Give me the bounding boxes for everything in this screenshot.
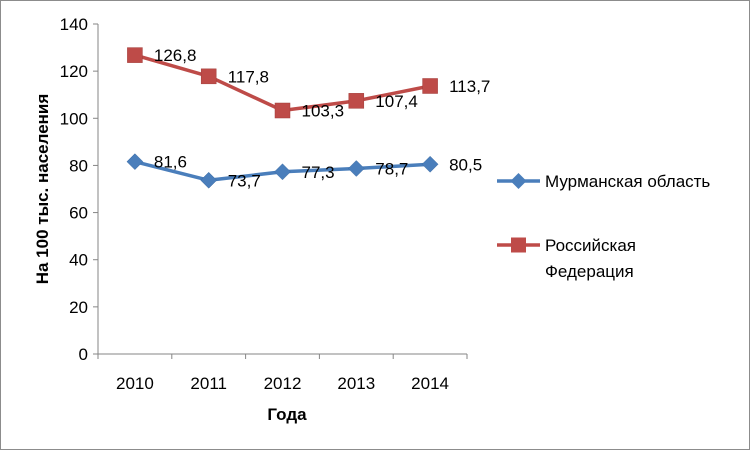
y-axis-ticks: 0 20 40 60 80 100 120 140	[60, 15, 98, 364]
data-point-murmansk	[126, 153, 144, 171]
data-point-russia	[127, 47, 143, 63]
axes	[97, 24, 467, 355]
data-label-russia: 107,4	[375, 92, 418, 111]
legend-item-russia: Российская Федерация	[497, 236, 641, 281]
legend-marker-russia	[511, 237, 526, 253]
legend-item-murmansk: Мурманская область	[497, 172, 710, 191]
x-tick-label: 2012	[264, 374, 302, 393]
x-tick-label: 2010	[116, 374, 154, 393]
data-point-murmansk	[200, 171, 218, 189]
legend-marker-murmansk	[510, 173, 527, 189]
legend-label-russia-line1: Российская	[545, 236, 636, 255]
data-point-murmansk	[347, 160, 365, 177]
data-label-russia: 113,7	[449, 77, 490, 96]
series-layer	[126, 47, 439, 189]
data-label-murmansk: 80,5	[449, 155, 482, 174]
x-tick-label: 2014	[411, 374, 449, 393]
y-tick-label: 100	[60, 109, 88, 128]
data-labels: 81,6 73,7 77,3 78,7 80,5 126,8 117,8 103,3 107,4…	[154, 46, 490, 190]
x-tick-label: 2011	[190, 374, 227, 393]
legend: Мурманская область Российская Федерация	[497, 172, 710, 281]
y-axis-title: На 100 тыс. населения	[33, 94, 52, 285]
legend-label-russia: Российская Федерация	[545, 236, 641, 281]
data-label-murmansk: 73,7	[228, 171, 261, 190]
data-label-murmansk: 81,6	[154, 153, 187, 172]
y-tick-label: 120	[60, 62, 88, 81]
data-label-russia: 126,8	[154, 46, 197, 65]
data-label-russia: 103,3	[302, 102, 345, 121]
data-label-russia: 117,8	[228, 67, 269, 86]
data-point-russia	[200, 68, 217, 85]
data-point-murmansk	[274, 163, 291, 181]
x-tick-label: 2013	[337, 374, 375, 393]
y-tick-label: 20	[69, 298, 88, 317]
x-axis-ticks: 2010 2011 2012 2013 2014	[97, 354, 468, 393]
data-label-murmansk: 78,7	[375, 159, 408, 178]
data-label-murmansk: 77,3	[302, 163, 335, 182]
y-tick-label: 80	[69, 156, 88, 175]
y-tick-label: 0	[79, 345, 88, 364]
legend-label-murmansk: Мурманская область	[545, 172, 710, 191]
y-tick-label: 40	[69, 251, 88, 270]
data-point-russia	[274, 102, 291, 119]
y-tick-label: 140	[60, 15, 88, 34]
data-point-murmansk	[421, 155, 439, 173]
y-tick-label: 60	[69, 204, 88, 223]
x-axis-title: Года	[267, 405, 307, 424]
legend-label-russia-line2: Федерация	[545, 262, 634, 281]
data-point-russia	[422, 78, 438, 94]
data-point-russia	[348, 93, 365, 109]
